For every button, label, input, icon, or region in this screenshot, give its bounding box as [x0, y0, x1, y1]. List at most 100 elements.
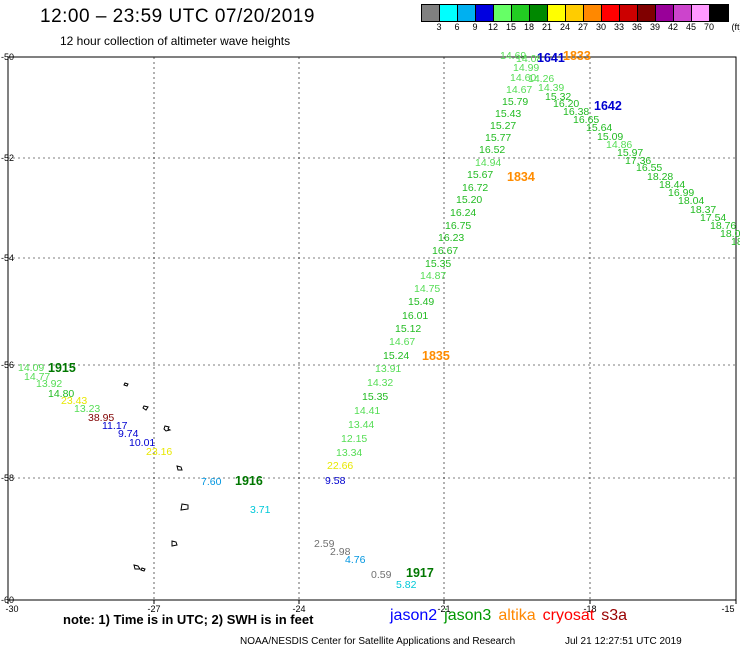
wave-height-value: 38.95 — [88, 412, 114, 424]
island-outline — [176, 465, 183, 471]
legend-swatch — [494, 5, 512, 21]
legend-swatch — [476, 5, 494, 21]
lon-tick-label: -30 — [5, 604, 18, 614]
wave-height-value: 2.98 — [330, 546, 351, 558]
wave-height-value: 12.15 — [341, 433, 367, 445]
credit-text: NOAA/NESDIS Center for Satellite Applica… — [240, 636, 516, 647]
wave-height-value: 14.80 — [48, 388, 74, 400]
wave-height-value: 15.32 — [545, 91, 571, 103]
wave-height-value: 3.71 — [250, 504, 271, 516]
island-outline — [123, 382, 129, 387]
wave-height-value: 16.99 — [668, 187, 694, 199]
wave-height-value: 14.75 — [414, 283, 440, 295]
wave-height-value: 14.41 — [354, 405, 380, 417]
wave-height-value: 18.28 — [647, 171, 673, 183]
legend-swatch — [602, 5, 620, 21]
map-subtitle: 12 hour collection of altimeter wave hei… — [60, 34, 291, 48]
wave-height-value: 14.77 — [24, 371, 50, 383]
wave-height-value: 14.60 — [510, 72, 536, 84]
lon-tick-label: -15 — [721, 604, 734, 614]
track-time-label: 1834 — [507, 170, 535, 184]
wave-height-value: 15.24 — [383, 350, 409, 362]
satellite-legend: jason2 jason3 altika cryosat s3a — [390, 607, 634, 625]
legend-label: 3 — [436, 22, 442, 32]
wave-height-value: 18.76 — [710, 220, 736, 232]
legend-swatch — [548, 5, 566, 21]
wave-height-value: 15.35 — [425, 258, 451, 270]
wave-height-value: 16.65 — [573, 114, 599, 126]
wave-height-value: 16.75 — [445, 220, 471, 232]
island-outline — [142, 405, 149, 411]
wave-height-value: 16.20 — [553, 98, 579, 110]
wave-height-value: 15.77 — [485, 132, 511, 144]
wave-height-value: 14.69 — [500, 50, 526, 62]
satellite-name: s3a — [601, 607, 628, 624]
wave-height-value: 23.43 — [61, 395, 87, 407]
wave-height-value: 15.09 — [597, 131, 623, 143]
wave-height-value: 13.92 — [36, 378, 62, 390]
wave-height-value: 16.01 — [402, 310, 428, 322]
island-outline — [171, 540, 178, 547]
lat-tick-label: -54 — [1, 253, 14, 263]
wave-height-value: 9.74 — [118, 428, 139, 440]
legend-label: 24 — [559, 22, 571, 32]
satellite-name: jason2 — [390, 607, 438, 624]
legend-label: 21 — [541, 22, 553, 32]
legend-label: 45 — [685, 22, 697, 32]
track-time-label: 1641 — [537, 51, 565, 65]
lon-tick-label: -21 — [437, 604, 450, 614]
satellite-name: altika — [498, 607, 536, 624]
wave-height-value: 18.03 — [720, 228, 740, 240]
wave-height-value: 14.32 — [367, 377, 393, 389]
legend-label: 9 — [472, 22, 478, 32]
lon-tick-label: -18 — [583, 604, 596, 614]
wave-height-value: 14.09 — [18, 362, 44, 374]
timestamp-text: Jul 21 12:27:51 UTC 2019 — [565, 636, 682, 647]
legend-swatch — [422, 5, 440, 21]
wave-height-value: 14.86 — [606, 139, 632, 151]
lat-tick-label: -56 — [1, 360, 14, 370]
legend-swatch — [440, 5, 458, 21]
wave-height-labels: 14.0914.7713.9214.8023.4313.2338.9511.17… — [18, 49, 740, 591]
wave-height-value: 16.67 — [432, 245, 458, 257]
wave-height-value: 16.55 — [636, 162, 662, 174]
track-time-label: 1915 — [48, 361, 76, 375]
wave-height-value: 16.23 — [438, 232, 464, 244]
legend-label: 12 — [487, 22, 499, 32]
legend-label: 42 — [667, 22, 679, 32]
wave-height-value: 18.37 — [690, 204, 716, 216]
lat-tick-label: -50 — [1, 52, 14, 62]
legend-unit: (ft) — [731, 22, 740, 32]
legend-label: 36 — [631, 22, 643, 32]
wave-height-value: 17.36 — [625, 155, 651, 167]
legend-swatch — [692, 5, 710, 21]
satellite-name: cryosat — [542, 607, 595, 624]
wave-height-value: 15.49 — [408, 296, 434, 308]
legend-swatch — [584, 5, 602, 21]
wave-height-value: 18.44 — [659, 179, 685, 191]
track-time-label: 1833 — [563, 49, 591, 63]
legend-label: 70 — [703, 22, 715, 32]
legend-swatch — [638, 5, 656, 21]
wave-height-value: 15.79 — [502, 96, 528, 108]
legend-label: 18 — [523, 22, 535, 32]
track-time-label: 1835 — [422, 349, 450, 363]
wave-height-value: 14.26 — [528, 73, 554, 85]
wave-height-value: 16.72 — [462, 182, 488, 194]
wave-height-value: 9.58 — [325, 475, 346, 487]
wave-height-value: 18.18 — [731, 236, 740, 248]
legend-swatch — [710, 5, 728, 21]
lat-tick-label: -58 — [1, 473, 14, 483]
wave-height-value: 2.59 — [314, 538, 335, 550]
track-time-label: 1642 — [594, 99, 622, 113]
wave-height-value: 14.67 — [506, 84, 532, 96]
track-time-label: 1917 — [406, 566, 434, 580]
legend-label: 6 — [454, 22, 460, 32]
legend-swatch — [656, 5, 674, 21]
island-outline — [140, 567, 146, 572]
legend-swatch — [530, 5, 548, 21]
legend-swatch — [512, 5, 530, 21]
lon-tick-label: -24 — [292, 604, 305, 614]
